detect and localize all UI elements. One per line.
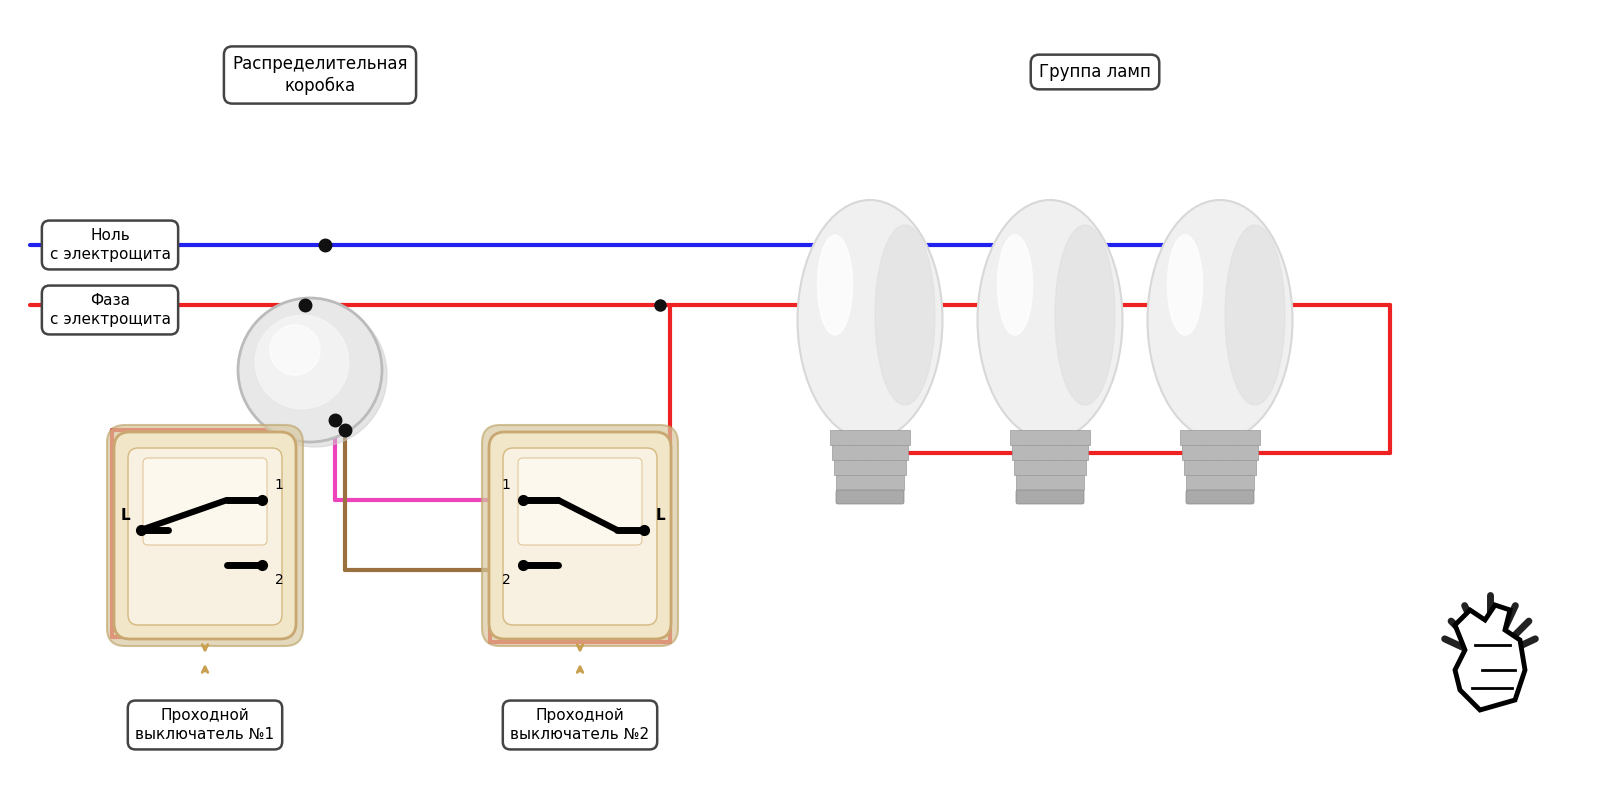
FancyBboxPatch shape [490, 432, 670, 639]
FancyBboxPatch shape [142, 458, 267, 545]
Ellipse shape [997, 235, 1032, 335]
FancyBboxPatch shape [832, 445, 909, 460]
FancyBboxPatch shape [128, 448, 282, 625]
FancyBboxPatch shape [1016, 490, 1085, 504]
FancyBboxPatch shape [518, 458, 642, 545]
Ellipse shape [1147, 200, 1293, 440]
Ellipse shape [818, 235, 853, 335]
Text: Группа ламп: Группа ламп [1038, 63, 1150, 81]
FancyBboxPatch shape [1013, 445, 1088, 460]
FancyBboxPatch shape [502, 448, 658, 625]
FancyBboxPatch shape [830, 430, 910, 445]
Ellipse shape [875, 225, 934, 405]
Text: L: L [120, 507, 130, 522]
Text: 1: 1 [275, 478, 283, 492]
Text: Проходной
выключатель №2: Проходной выключатель №2 [510, 708, 650, 742]
FancyBboxPatch shape [1014, 460, 1086, 475]
FancyBboxPatch shape [835, 475, 904, 490]
FancyBboxPatch shape [482, 425, 678, 646]
FancyBboxPatch shape [1186, 490, 1254, 504]
Text: 1: 1 [501, 478, 510, 492]
FancyBboxPatch shape [114, 432, 296, 639]
Text: Распределительная
коробка: Распределительная коробка [232, 54, 408, 95]
Polygon shape [1454, 605, 1525, 710]
Circle shape [256, 315, 349, 409]
FancyBboxPatch shape [1184, 460, 1256, 475]
Text: 2: 2 [275, 573, 283, 587]
Ellipse shape [1054, 225, 1115, 405]
Text: Ноль
с электрощита: Ноль с электрощита [50, 228, 171, 262]
Circle shape [243, 303, 387, 447]
FancyBboxPatch shape [1181, 430, 1261, 445]
FancyBboxPatch shape [1182, 445, 1258, 460]
FancyBboxPatch shape [834, 460, 906, 475]
FancyBboxPatch shape [835, 490, 904, 504]
Ellipse shape [1168, 235, 1203, 335]
FancyBboxPatch shape [1186, 475, 1254, 490]
FancyBboxPatch shape [1016, 475, 1085, 490]
Ellipse shape [978, 200, 1123, 440]
Text: 2: 2 [502, 573, 510, 587]
Circle shape [270, 325, 320, 375]
FancyBboxPatch shape [107, 425, 302, 646]
Text: L: L [654, 507, 666, 522]
Ellipse shape [797, 200, 942, 440]
Text: Проходной
выключатель №1: Проходной выключатель №1 [136, 708, 275, 742]
Text: Фаза
с электрощита: Фаза с электрощита [50, 293, 171, 326]
FancyBboxPatch shape [1010, 430, 1090, 445]
Circle shape [238, 298, 382, 442]
Ellipse shape [1226, 225, 1285, 405]
